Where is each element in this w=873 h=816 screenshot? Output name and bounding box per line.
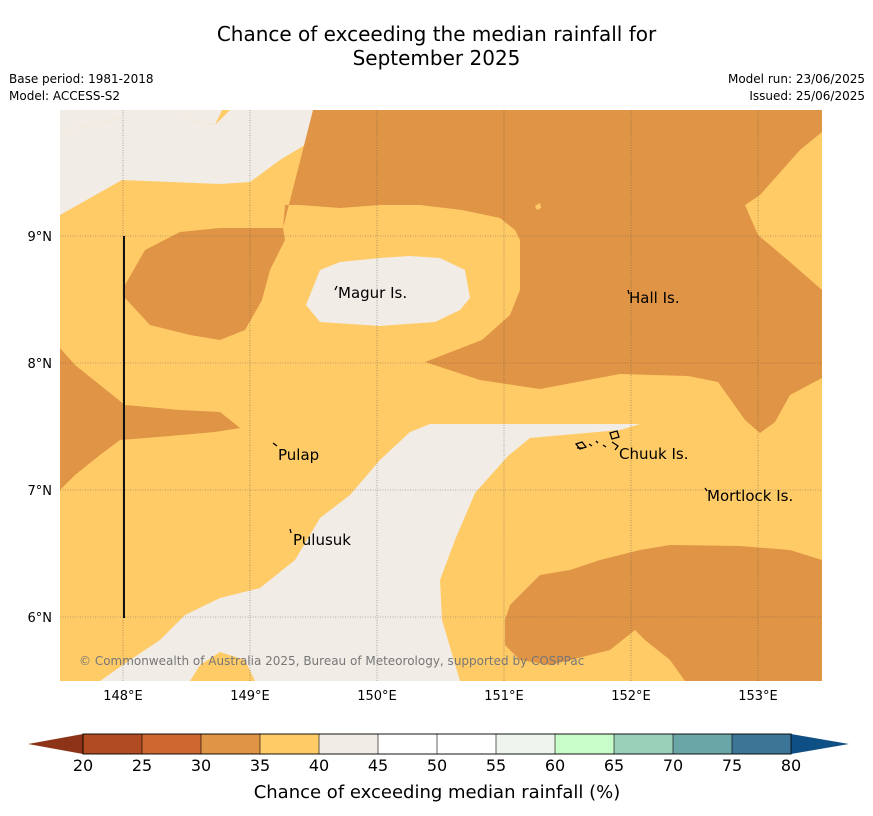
region-30-35-northeast: [283, 110, 822, 433]
magur-island-icon: [334, 285, 338, 291]
lon-label-148: 148°E: [103, 689, 143, 704]
colorbar-tick-label: 60: [545, 756, 565, 775]
mortlock-island-icon: [704, 487, 708, 492]
colorbar-tick-label: 75: [722, 756, 742, 775]
map-area: Magur Is. Hall Is. Pulap Chuuk Is. Mortl…: [60, 110, 822, 681]
lon-label-150: 150°E: [357, 689, 397, 704]
label-pulusuk: Pulusuk: [293, 531, 351, 549]
label-pulap: Pulap: [278, 446, 319, 464]
lon-label-152: 152°E: [611, 689, 651, 704]
hall-island-icon: [627, 289, 630, 295]
colorbar-cell: [672, 733, 733, 755]
colorbar-tick-label: 20: [73, 756, 93, 775]
colorbar-cell: [436, 733, 497, 755]
colorbar-cell: [259, 733, 320, 755]
region-40-45-north: [60, 110, 313, 215]
region-40-45-magur: [306, 256, 470, 326]
lon-label-153: 153°E: [738, 689, 778, 704]
colorbar-tick-label: 55: [486, 756, 506, 775]
lon-label-151: 151°E: [484, 689, 524, 704]
pulap-island-icon: [272, 442, 278, 447]
issued-date: Issued: 25/06/2025: [749, 89, 865, 103]
region-30-35-westedge: [60, 348, 240, 490]
colorbar-title: Chance of exceeding median rainfall (%): [254, 782, 621, 803]
lat-label-7: 7°N: [28, 484, 53, 499]
colorbar-tick-label: 35: [250, 756, 270, 775]
colorbar-tick-label: 80: [781, 756, 801, 775]
colorbar-tick-label: 45: [368, 756, 388, 775]
label-mortlock: Mortlock Is.: [707, 487, 793, 505]
colorbar-cell: [613, 733, 674, 755]
label-chuuk: Chuuk Is.: [619, 445, 688, 463]
colorbar-cell: [731, 733, 792, 755]
colorbar-cells: [82, 733, 792, 755]
label-magur: Magur Is.: [338, 284, 407, 302]
colorbar-cell: [82, 733, 143, 755]
lat-label-8: 8°N: [28, 357, 53, 372]
lat-label-9: 9°N: [28, 230, 53, 245]
map-title: Chance of exceeding the median rainfall …: [0, 22, 873, 70]
colorbar-tick-label: 70: [663, 756, 683, 775]
colorbar-tick-label: 50: [427, 756, 447, 775]
model-name: Model: ACCESS-S2: [9, 89, 121, 103]
colorbar-cell: [141, 733, 202, 755]
chuuk-island-icon: [574, 430, 620, 451]
colorbar-tick-label: 30: [191, 756, 211, 775]
island-markers: [272, 285, 708, 534]
model-run: Model run: 23/06/2025: [727, 72, 865, 86]
colorbar-cell: [200, 733, 261, 755]
copyright-text: © Commonwealth of Australia 2025, Bureau…: [79, 654, 584, 668]
colorbar-cell: [554, 733, 615, 755]
lon-labels: 148°E 149°E 150°E 151°E 152°E 153°E: [103, 689, 778, 704]
meta-left: Base period: 1981-2018 Model: ACCESS-S2: [9, 71, 154, 105]
pulusuk-island-icon: [289, 528, 292, 534]
colorbar-labels: 20 25 30 35 40 45 50 55 60 65 70 75 80: [73, 756, 801, 775]
colorbar-outline: [82, 733, 792, 755]
base-period: Base period: 1981-2018: [9, 72, 154, 86]
colorbar-under-arrow: [28, 734, 83, 754]
colorbar: 20 25 30 35 40 45 50 55 60 65 70 75 80 Chance of exc…: [28, 733, 849, 803]
lon-label-149: 149°E: [230, 689, 270, 704]
meta-right: Model run: 23/06/2025 Issued: 25/06/2025: [728, 71, 865, 105]
lat-label-6: 6°N: [28, 611, 53, 626]
colorbar-cell: [318, 733, 379, 755]
colorbar-tick-label: 25: [132, 756, 152, 775]
region-30-35-westlobe: [125, 228, 285, 340]
lat-labels: 9°N 8°N 7°N 6°N: [28, 230, 53, 626]
region-30-35-southeast: [505, 545, 822, 681]
graticule: [60, 110, 822, 681]
colorbar-over-arrow: [791, 734, 849, 754]
colorbar-tick-label: 40: [309, 756, 329, 775]
title-line-1: Chance of exceeding the median rainfall …: [216, 22, 657, 46]
colorbar-tick-label: 65: [604, 756, 624, 775]
region-35-40-speck: [535, 203, 541, 210]
colorbar-cell: [377, 733, 438, 755]
region-35-40-pocket: [190, 652, 255, 681]
colorbar-cell: [495, 733, 556, 755]
region-40-45-topleft: [60, 110, 222, 132]
title-line-2: September 2025: [352, 46, 521, 70]
label-hall: Hall Is.: [629, 289, 680, 307]
